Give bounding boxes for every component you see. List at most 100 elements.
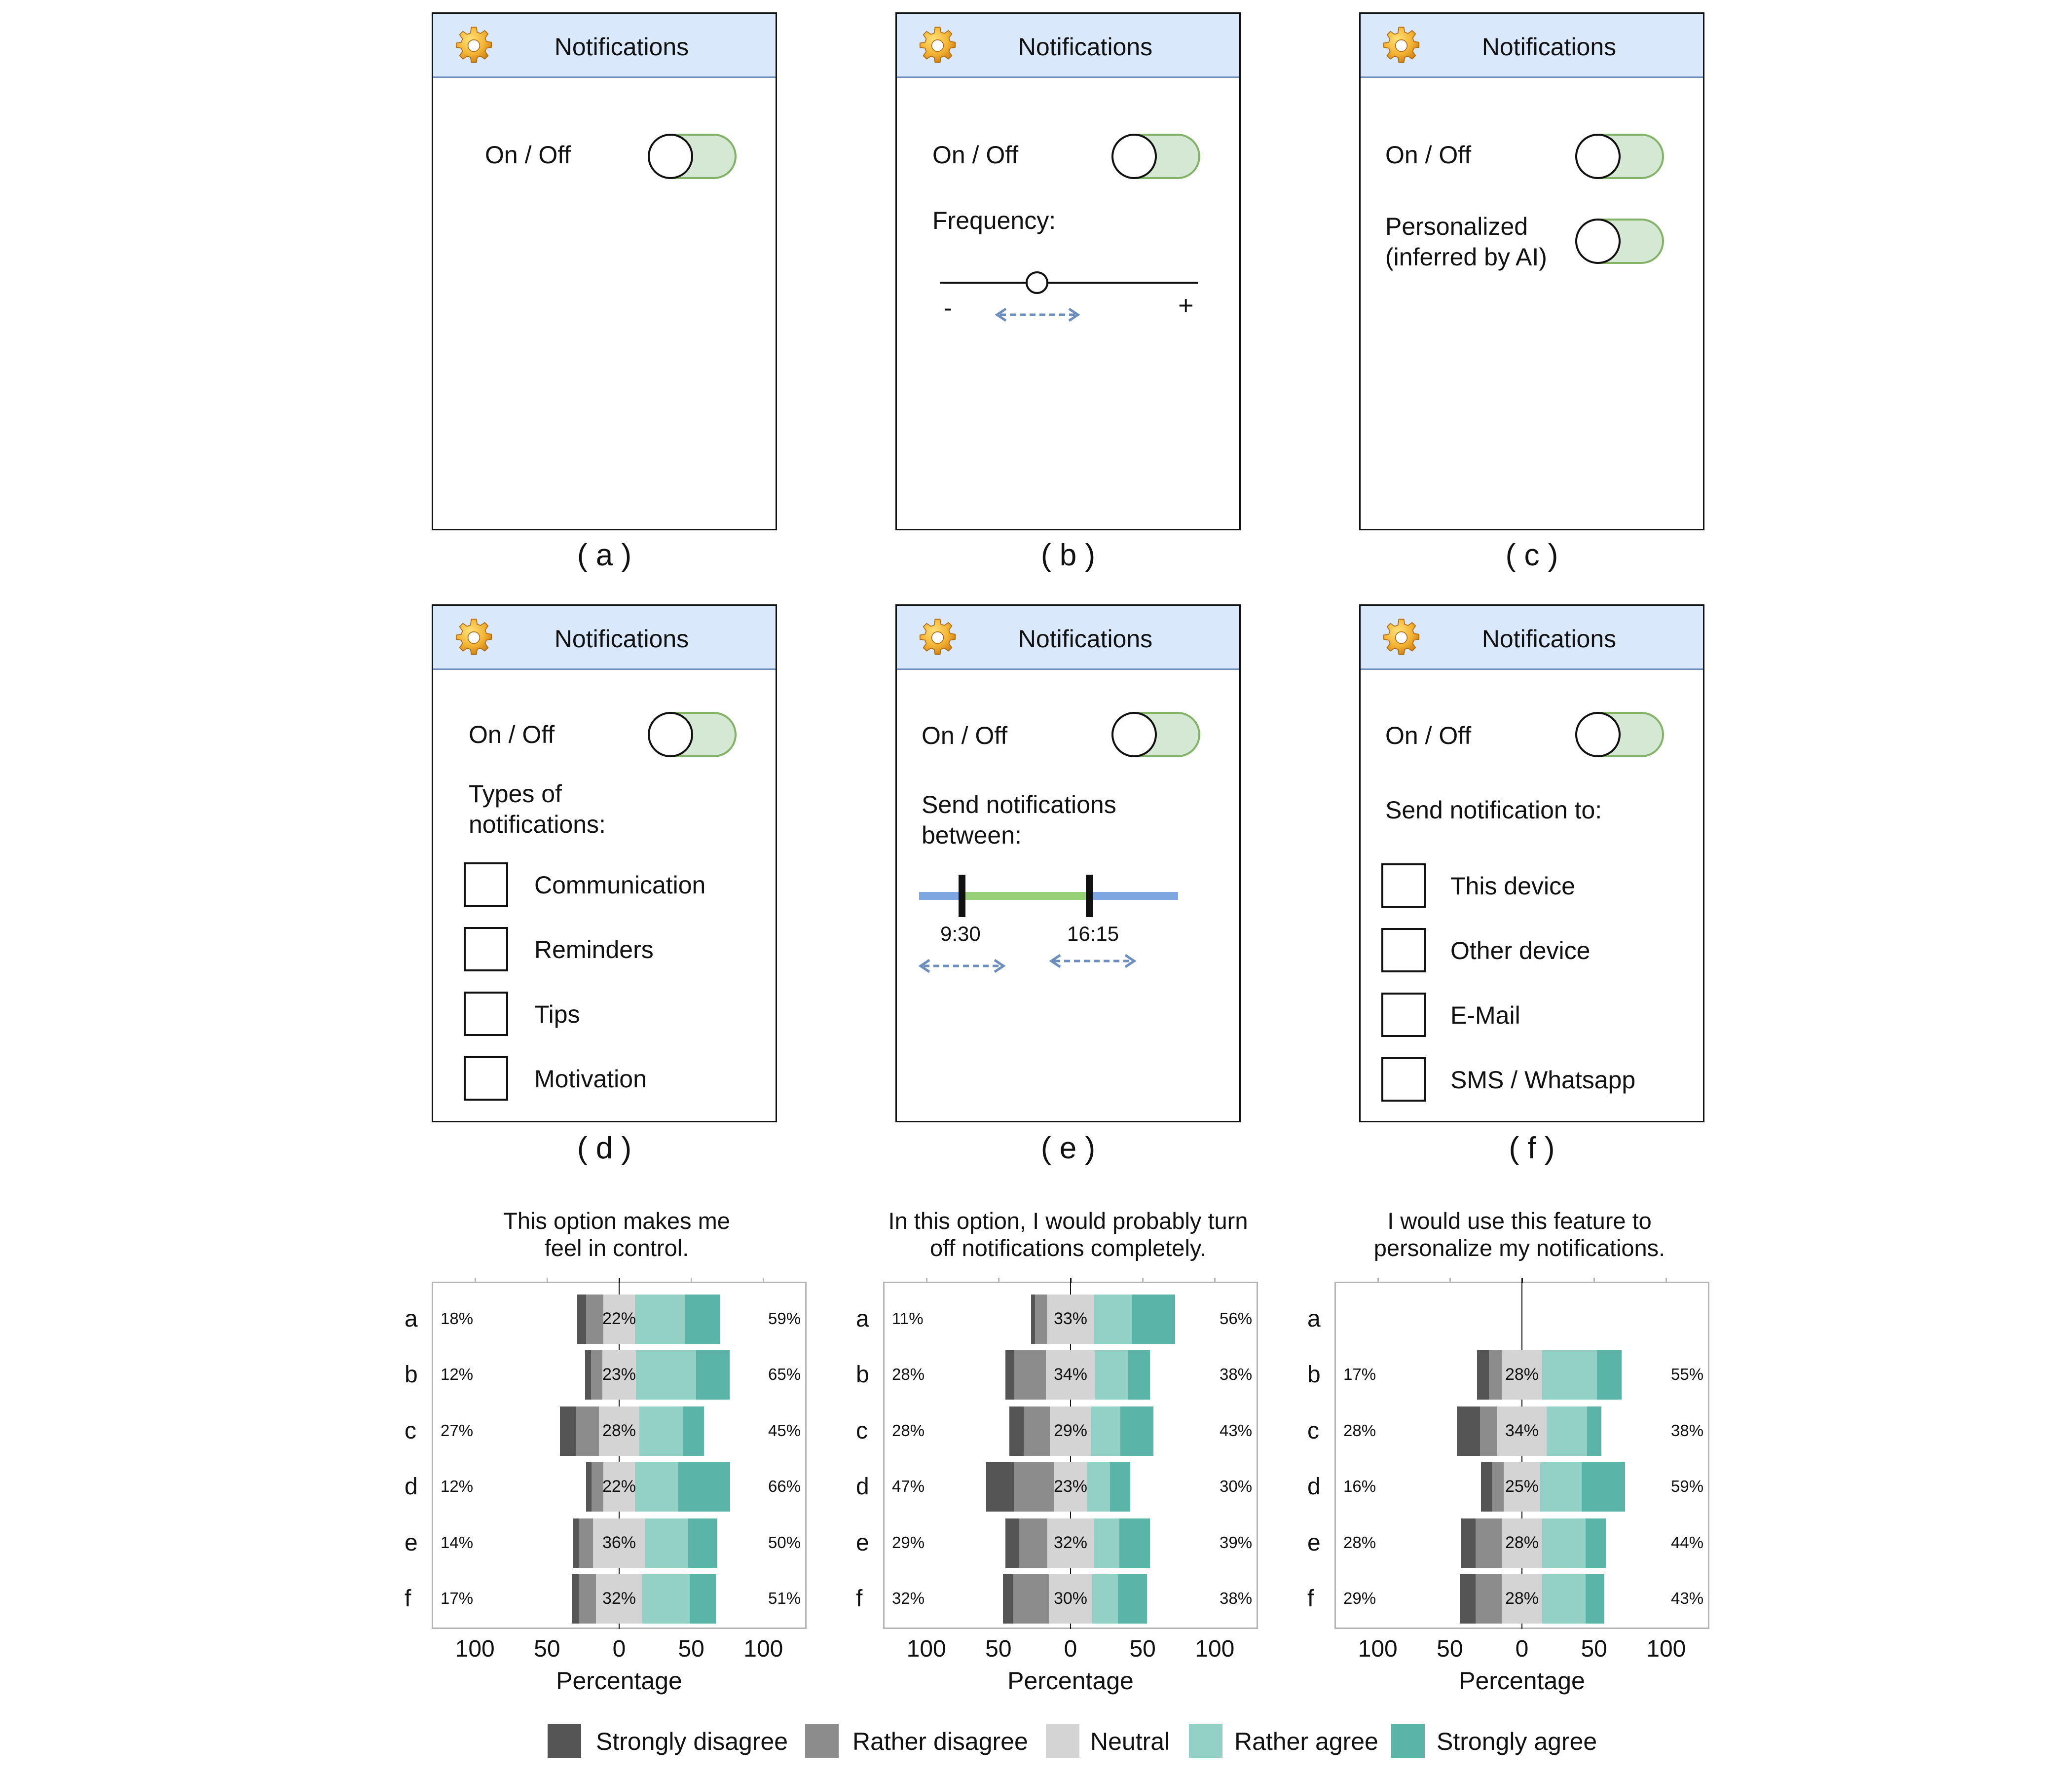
- agree-percent: 43%: [1220, 1421, 1253, 1440]
- panel-header: Notifications: [433, 606, 776, 670]
- on-off-toggle[interactable]: [648, 712, 737, 757]
- chart-title: In this option, I would probably turn: [888, 1208, 1248, 1234]
- strongly-agree-bar: [1119, 1518, 1150, 1568]
- personalized-sublabel: (inferred by AI): [1385, 243, 1547, 271]
- checkbox-tips[interactable]: [464, 992, 508, 1036]
- toggle-knob: [1575, 712, 1621, 757]
- agree-percent: 55%: [1671, 1365, 1704, 1383]
- rather-agree-bar: [1091, 1406, 1120, 1456]
- x-tick-label: 50: [1581, 1636, 1607, 1662]
- x-axis-label: Percentage: [1459, 1667, 1585, 1695]
- strongly-disagree-bar: [573, 1518, 579, 1568]
- rather-agree-bar: [1093, 1518, 1120, 1568]
- frequency-slider-thumb[interactable]: [1026, 271, 1048, 294]
- x-tick-label: 50: [1129, 1636, 1156, 1662]
- disagree-percent: 29%: [1343, 1589, 1376, 1607]
- rather-disagree-bar: [591, 1350, 603, 1400]
- option-label: Motivation: [534, 1065, 647, 1093]
- checkbox-this-device[interactable]: [1381, 863, 1426, 908]
- neutral-bar: [603, 1295, 635, 1344]
- checkbox-sms-whatsapp[interactable]: [1381, 1057, 1426, 1102]
- panel-header: Notifications: [897, 606, 1239, 670]
- time-end-label: 16:15: [1067, 922, 1119, 945]
- x-tick-label: 0: [1064, 1636, 1077, 1662]
- personalized-label: Personalized: [1385, 213, 1528, 240]
- on-off-label: On / Off: [1385, 141, 1472, 169]
- strongly-disagree-bar: [1460, 1574, 1476, 1624]
- checkbox-email[interactable]: [1381, 993, 1426, 1037]
- x-tick-label: 100: [1358, 1636, 1398, 1662]
- x-axis-label: Percentage: [1007, 1667, 1134, 1695]
- neutral-percent: 28%: [1505, 1533, 1539, 1552]
- neutral-percent: 23%: [1053, 1477, 1088, 1496]
- checkbox-reminders[interactable]: [464, 927, 508, 971]
- strongly-agree-bar: [690, 1574, 716, 1624]
- x-tick-label: 0: [1515, 1636, 1529, 1662]
- disagree-percent: 12%: [441, 1477, 474, 1495]
- checkbox-communication[interactable]: [464, 862, 508, 907]
- rather-agree-bar: [635, 1462, 678, 1512]
- frequency-label: Frequency:: [932, 207, 1056, 234]
- types-label: Types of: [469, 780, 562, 808]
- on-off-toggle[interactable]: [1575, 712, 1664, 757]
- on-off-toggle[interactable]: [1575, 134, 1664, 179]
- neutral-bar: [1502, 1518, 1542, 1568]
- on-off-toggle[interactable]: [1111, 712, 1200, 757]
- strongly-agree-bar: [1587, 1406, 1601, 1456]
- personalized-toggle[interactable]: [1575, 219, 1664, 264]
- caption-d: ( d ): [577, 1131, 632, 1165]
- chart-title: I would use this feature to: [1387, 1208, 1652, 1234]
- axis-tick-mark: [1449, 1278, 1451, 1283]
- strongly-disagree-bar: [986, 1462, 1014, 1512]
- on-off-toggle[interactable]: [1111, 134, 1200, 179]
- caption-c: ( c ): [1505, 538, 1558, 572]
- axis-tick-mark: [1142, 1278, 1144, 1283]
- rather-disagree-bar: [1013, 1462, 1054, 1512]
- row-label: c: [1307, 1418, 1319, 1444]
- strongly-agree-bar: [1110, 1462, 1131, 1512]
- axis-tick-mark: [619, 1278, 620, 1283]
- time-end-handle[interactable]: [1086, 875, 1093, 917]
- neutral-bar: [1049, 1406, 1092, 1456]
- slider-max-label: +: [1178, 291, 1194, 320]
- axis-tick-mark: [1665, 1278, 1667, 1283]
- axis-tick-mark: [474, 1278, 476, 1283]
- neutral-bar: [1502, 1574, 1542, 1624]
- drag-arrow-icon: [918, 959, 1006, 973]
- rather-agree-bar: [1542, 1350, 1597, 1400]
- strongly-disagree-bar: [1477, 1350, 1489, 1400]
- rather-disagree-bar: [592, 1462, 603, 1512]
- rather-agree-bar: [1542, 1518, 1586, 1568]
- caption-e: ( e ): [1040, 1131, 1096, 1165]
- checkbox-motivation[interactable]: [464, 1056, 508, 1101]
- rather-agree-bar: [1094, 1295, 1132, 1344]
- disagree-percent: 14%: [441, 1533, 474, 1552]
- x-axis-label: Percentage: [556, 1667, 682, 1695]
- panel-header: Notifications: [897, 14, 1239, 78]
- rather-agree-bar: [1540, 1462, 1582, 1512]
- time-start-handle[interactable]: [959, 875, 965, 917]
- x-tick-label: 50: [534, 1636, 560, 1662]
- rather-agree-bar: [1546, 1406, 1587, 1456]
- rather-disagree-bar: [579, 1574, 596, 1624]
- checkbox-other-device[interactable]: [1381, 928, 1426, 972]
- rather-disagree-bar: [1014, 1350, 1046, 1400]
- drag-arrow-icon: [1049, 954, 1137, 968]
- rather-agree-bar: [635, 1350, 697, 1400]
- chart-title: This option makes me: [503, 1208, 730, 1234]
- agree-percent: 65%: [768, 1365, 801, 1383]
- agree-percent: 50%: [768, 1533, 801, 1552]
- neutral-percent: 33%: [1053, 1309, 1088, 1328]
- mockup-d: Notifications On / Off Types of notifica…: [432, 604, 777, 1122]
- strongly-agree-bar: [1585, 1518, 1606, 1568]
- frequency-slider-track[interactable]: [940, 282, 1198, 284]
- legend-label: Strongly agree: [1437, 1728, 1597, 1755]
- axis-tick-mark: [1593, 1278, 1595, 1283]
- strongly-disagree-bar: [1461, 1518, 1476, 1568]
- neutral-bar: [603, 1462, 635, 1512]
- chart-subtitle: personalize my notifications.: [1373, 1235, 1665, 1261]
- neutral-percent: 34%: [1053, 1365, 1088, 1384]
- neutral-bar: [1497, 1406, 1547, 1456]
- on-off-toggle[interactable]: [648, 134, 737, 179]
- option-label: SMS / Whatsapp: [1450, 1066, 1636, 1094]
